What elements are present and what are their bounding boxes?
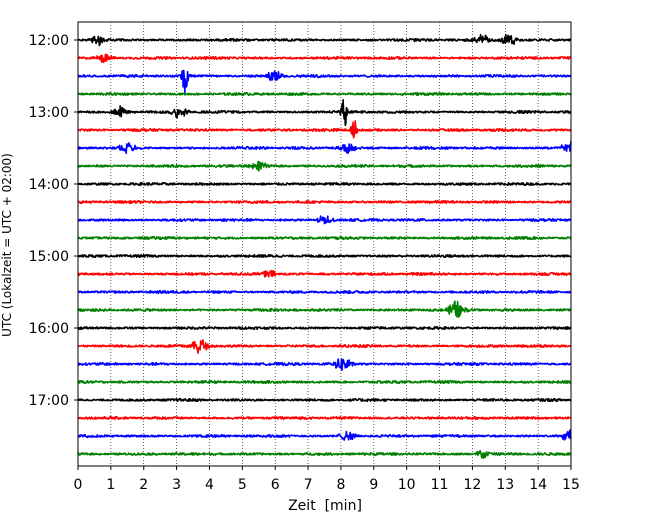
- trace-line: [77, 397, 572, 403]
- x-tick-label: 13: [496, 477, 514, 493]
- y-tick-label: 14:00: [29, 177, 69, 193]
- trace-line: [77, 253, 572, 259]
- y-tick-label: 15:00: [29, 249, 69, 265]
- y-axis-ticks: 12:00 13:00 14:00 15:00 16:00 17:00: [29, 33, 78, 409]
- trace-line: [77, 289, 572, 295]
- x-tick-label: 7: [304, 477, 313, 493]
- trace-line: [77, 429, 572, 441]
- x-tick-label: 14: [529, 477, 547, 493]
- trace-line: [77, 358, 572, 371]
- y-tick-label: 12:00: [29, 33, 69, 49]
- trace-line: [77, 300, 572, 318]
- trace-line: [77, 181, 572, 187]
- x-tick-label: 1: [106, 477, 115, 493]
- y-tick-label: 13:00: [29, 105, 69, 121]
- trace-line: [77, 379, 572, 385]
- trace-line: [77, 98, 572, 127]
- x-tick-label: 6: [271, 477, 280, 493]
- x-tick-label: 10: [398, 477, 416, 493]
- trace-line: [77, 141, 572, 155]
- x-tick-label: 2: [139, 477, 148, 493]
- trace-line: [77, 91, 572, 97]
- trace-line: [77, 415, 572, 421]
- plot-frame: [77, 21, 572, 467]
- x-tick-label: 9: [369, 477, 378, 493]
- x-tick-label: 4: [205, 477, 214, 493]
- y-tick-label: 17:00: [29, 393, 69, 409]
- trace-line: [77, 325, 572, 331]
- x-tick-label: 8: [336, 477, 345, 493]
- x-tick-label: 15: [562, 477, 580, 493]
- trace-line: [77, 53, 572, 64]
- y-axis-label: UTC (Lokalzeit = UTC + 02:00): [0, 153, 14, 337]
- x-tick-label: 11: [431, 477, 449, 493]
- x-tick-label: 5: [238, 477, 247, 493]
- trace-line: [77, 339, 572, 354]
- seismic-traces: [77, 33, 572, 460]
- trace-line: [77, 199, 572, 205]
- trace-line: [77, 235, 572, 241]
- trace-line: [77, 269, 572, 278]
- y-tick-label: 16:00: [29, 321, 69, 337]
- trace-line: [77, 449, 572, 460]
- trace-line: [77, 33, 572, 47]
- x-axis-label: Zeit [min]: [288, 498, 362, 514]
- trace-line: [77, 69, 572, 94]
- x-tick-label: 0: [74, 477, 83, 493]
- trace-line: [77, 120, 572, 139]
- grid-lines: [110, 22, 539, 466]
- trace-line: [77, 160, 572, 172]
- x-axis-ticks: 0 1 2 3 4 5 6 7 8 9 10 11 12 13 14 15: [74, 466, 580, 493]
- trace-line: [77, 215, 572, 225]
- x-tick-label: 12: [463, 477, 481, 493]
- x-tick-label: 3: [172, 477, 181, 493]
